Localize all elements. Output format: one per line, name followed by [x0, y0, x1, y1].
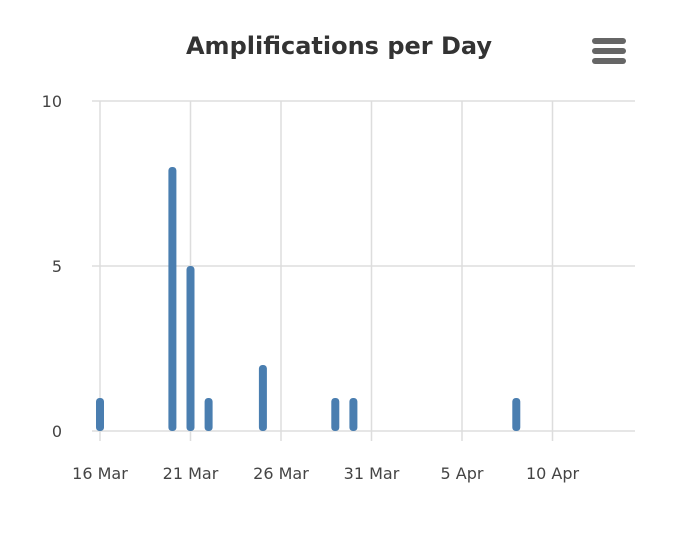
y-tick-label: 10 — [42, 92, 62, 111]
chart-title: Amplifications per Day — [186, 32, 492, 60]
x-tick-label: 10 Apr — [526, 464, 580, 483]
chart-bar — [512, 398, 521, 431]
x-tick-label: 31 Mar — [344, 464, 400, 483]
hamburger-menu-icon-bar — [592, 48, 626, 54]
y-tick-label: 5 — [52, 257, 62, 276]
chart-bar — [331, 398, 340, 431]
x-tick-label: 21 Mar — [163, 464, 219, 483]
axis-layer: 0 5 10 16 Mar 21 Mar 26 Mar 31 Mar 5 Apr 10 Apr — [42, 92, 580, 483]
chart-bar — [204, 398, 213, 431]
chart-bar — [186, 266, 195, 431]
x-tick-label: 26 Mar — [253, 464, 309, 483]
chart-bar — [168, 167, 177, 431]
chart-bar — [258, 365, 267, 431]
chart-bar — [349, 398, 358, 431]
hamburger-menu-icon-bar — [592, 58, 626, 64]
x-tick-label: 5 Apr — [441, 464, 484, 483]
chart-bar — [96, 398, 104, 431]
bar-layer — [96, 167, 521, 431]
x-tick-label: 16 Mar — [72, 464, 128, 483]
y-tick-label: 0 — [52, 422, 62, 441]
chart-menu-button[interactable] — [586, 34, 632, 70]
hamburger-menu-icon — [592, 38, 626, 44]
